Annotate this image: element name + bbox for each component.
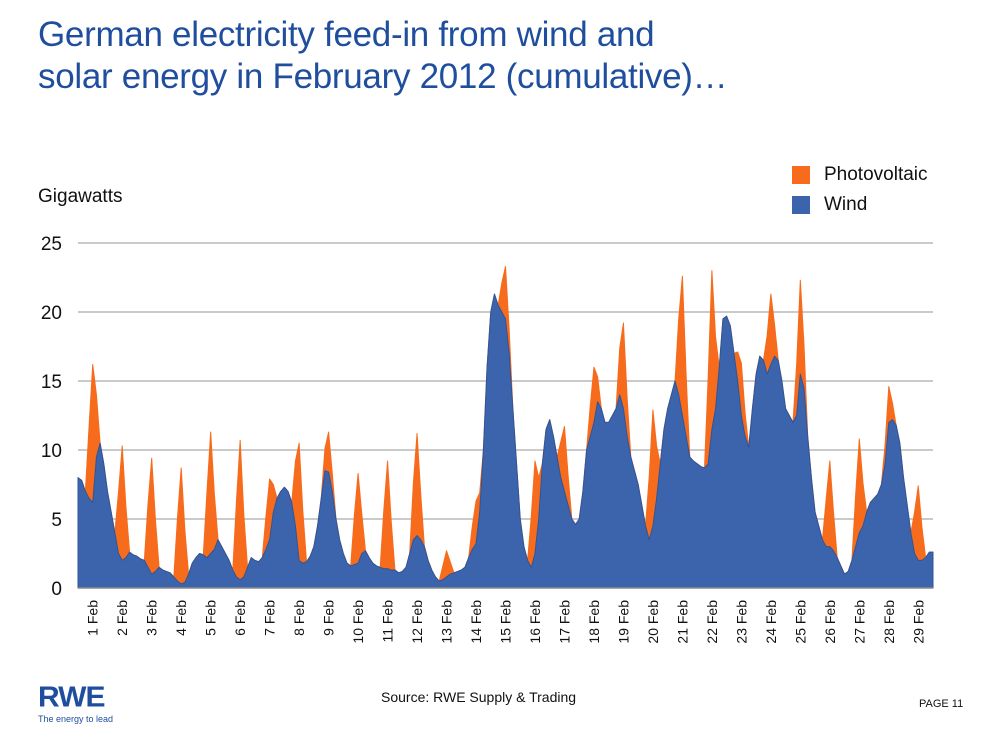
x-tick-label: 10 Feb (350, 600, 366, 644)
x-tick-label: 6 Feb (232, 600, 248, 636)
x-tick-label: 12 Feb (409, 600, 425, 644)
series-areas (77, 265, 934, 589)
x-tick-label: 26 Feb (822, 600, 838, 644)
legend-item-photovoltaic: Photovoltaic (792, 160, 928, 190)
x-tick-label: 22 Feb (704, 600, 720, 644)
x-tick-label: 23 Feb (733, 600, 749, 644)
x-tick-label: 25 Feb (792, 600, 808, 644)
logo-tagline: The energy to lead (38, 714, 114, 724)
y-tick-label: 10 (41, 441, 62, 462)
x-tick-label: 9 Feb (321, 600, 337, 636)
x-tick-label: 15 Feb (498, 600, 514, 644)
legend-label-wind: Wind (824, 194, 868, 215)
legend-item-wind: Wind (792, 190, 928, 220)
x-tick-label: 27 Feb (851, 600, 867, 644)
y-tick-label: 20 (41, 303, 62, 324)
legend-label-photovoltaic: Photovoltaic (824, 164, 928, 185)
x-tick-label: 19 Feb (615, 600, 631, 644)
rwe-logo: RWE The energy to lead (38, 681, 114, 724)
y-tick-label: 0 (51, 579, 62, 600)
chart-title: German electricity feed-in from wind and… (38, 14, 728, 98)
legend-swatch-wind (792, 196, 810, 214)
x-tick-label: 21 Feb (674, 600, 690, 644)
x-tick-label: 5 Feb (203, 600, 219, 636)
x-tick-label: 8 Feb (291, 600, 307, 636)
x-tick-label: 16 Feb (527, 600, 543, 644)
x-tick-label: 4 Feb (173, 600, 189, 636)
y-tick-label: 25 (41, 234, 62, 255)
area-wind (77, 293, 934, 589)
x-tick-label: 1 Feb (85, 600, 101, 636)
x-tick-label: 2 Feb (114, 600, 130, 636)
x-tick-label: 11 Feb (380, 600, 396, 643)
y-tick-labels: 0 5 10 15 20 25 (41, 234, 62, 600)
x-tick-label: 24 Feb (763, 600, 779, 644)
x-tick-label: 7 Feb (262, 600, 278, 636)
y-axis-label: Gigawatts (38, 186, 123, 207)
x-tick-label: 13 Feb (439, 600, 455, 644)
y-tick-label: 5 (51, 510, 62, 531)
x-tick-label: 3 Feb (144, 600, 160, 636)
x-tick-label: 17 Feb (557, 600, 573, 644)
x-tick-label: 28 Feb (881, 600, 897, 644)
x-tick-labels: 1 Feb 2 Feb 3 Feb 4 Feb 5 Feb 6 Feb 7 Feb 8 Feb… (85, 600, 927, 644)
page-number: PAGE 11 (919, 698, 964, 710)
x-tick-label: 20 Feb (645, 600, 661, 644)
logo-wordmark: RWE (38, 681, 105, 714)
legend-swatch-photovoltaic (792, 166, 810, 184)
x-tick-label: 29 Feb (910, 600, 926, 644)
source-note: Source: RWE Supply & Trading (381, 689, 577, 705)
x-tick-label: 18 Feb (586, 600, 602, 644)
chart-title-line-1: German electricity feed-in from wind and (38, 15, 655, 54)
chart-title-line-2: solar energy in February 2012 (cumulativ… (38, 57, 728, 96)
x-tick-label: 14 Feb (468, 600, 484, 644)
y-tick-label: 15 (41, 372, 62, 393)
legend: Photovoltaic Wind (792, 160, 928, 220)
